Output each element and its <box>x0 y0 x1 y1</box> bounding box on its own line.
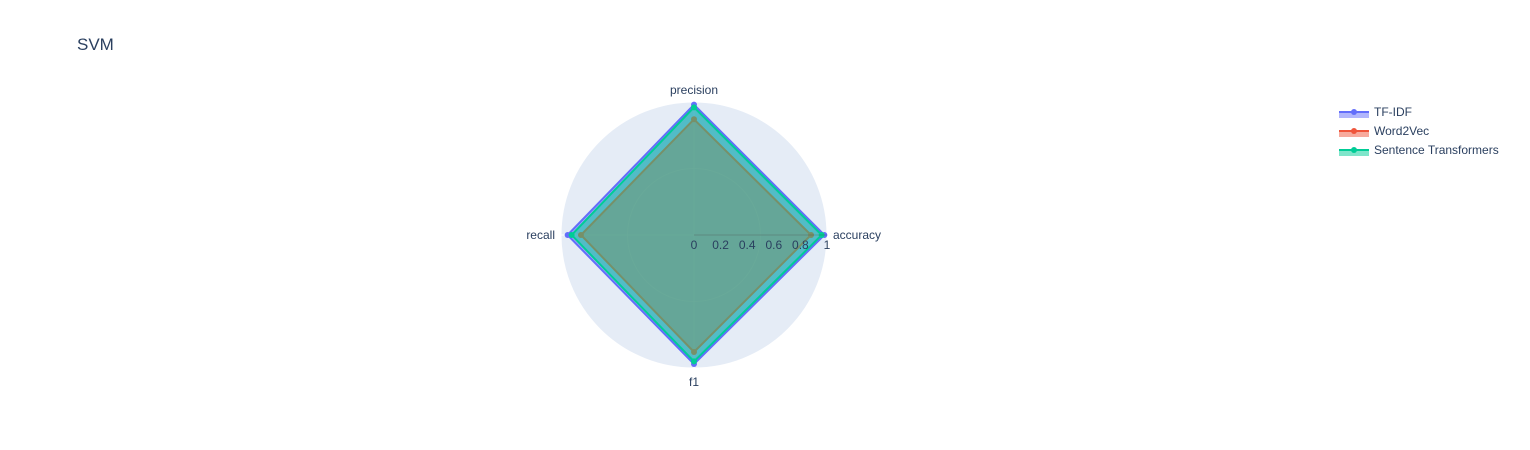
radial-tick-label: 0.6 <box>765 238 782 252</box>
series-sentence-transformers[interactable] <box>568 104 825 365</box>
legend-label: Sentence Transformers <box>1374 143 1499 157</box>
radial-tick-label: 0.2 <box>712 238 729 252</box>
legend-item[interactable]: TF-IDF <box>1339 105 1412 119</box>
angular-axis-labels: accuracy precision recall f1 <box>526 83 881 389</box>
legend-label: Word2Vec <box>1374 124 1429 138</box>
radial-axis: 0 0.2 0.4 0.6 0.8 1 <box>691 234 831 252</box>
axis-label-precision: precision <box>670 83 718 97</box>
series-layer <box>564 101 828 368</box>
data-point[interactable] <box>568 232 575 238</box>
data-point[interactable] <box>818 232 825 238</box>
radial-tick-label: 0.8 <box>792 238 809 252</box>
legend-item[interactable]: Word2Vec <box>1339 124 1429 138</box>
legend-marker <box>1351 147 1357 153</box>
axis-label-recall: recall <box>526 228 555 242</box>
legend-marker <box>1351 109 1357 115</box>
axis-label-accuracy: accuracy <box>833 228 881 242</box>
radial-tick-label: 0 <box>691 238 698 252</box>
data-point[interactable] <box>691 358 697 365</box>
axis-label-f1: f1 <box>689 375 699 389</box>
legend[interactable]: TF-IDF Word2Vec Sentence Transformers <box>1339 105 1499 157</box>
legend-label: TF-IDF <box>1374 105 1412 119</box>
legend-item[interactable]: Sentence Transformers <box>1339 143 1499 157</box>
legend-marker <box>1351 128 1357 134</box>
data-point[interactable] <box>691 104 697 111</box>
chart-title: SVM <box>77 35 114 54</box>
radial-tick-label: 1 <box>824 238 831 252</box>
radial-tick-label: 0.4 <box>739 238 756 252</box>
